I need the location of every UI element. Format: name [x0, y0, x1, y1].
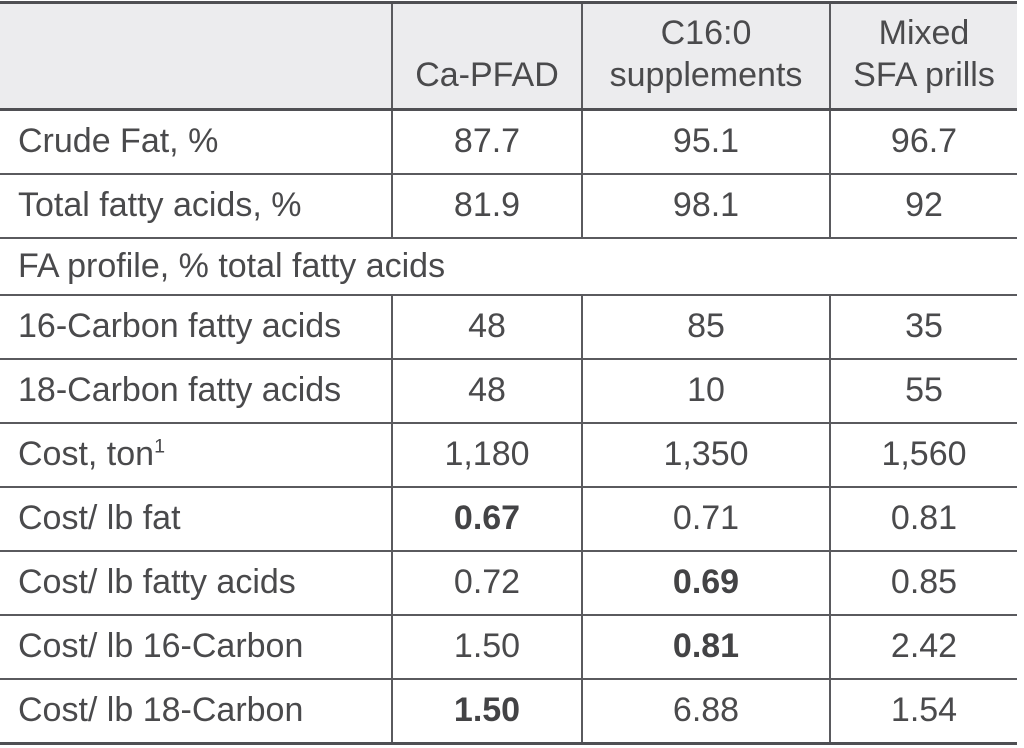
cell-value: 1.50 [391, 678, 582, 744]
section-label-fa-profile: FA profile, % total fatty acids [0, 237, 1017, 295]
row-label-crude-fat: Crude Fat, % [18, 122, 219, 161]
table-row: Cost, ton1 1,180 1,350 1,560 [0, 422, 1017, 487]
column-header-mixed-sfa-prills: Mixed SFA prills [829, 2, 1017, 111]
row-label-cost-lb-18-carbon: Cost/ lb 18-Carbon [0, 678, 392, 744]
row-label-16-carbon: 16-Carbon fatty acids [0, 294, 392, 359]
cell-value: 0.72 [391, 550, 582, 615]
table-section-row: FA profile, % total fatty acids [0, 237, 1017, 295]
cell-value: 1,350 [581, 422, 830, 487]
cell-value: 6.88 [581, 678, 830, 744]
cell-value: 1.54 [829, 678, 1017, 744]
table-body: Crude Fat, % 87.7 95.1 96.7 Total fatty … [0, 109, 1017, 744]
row-label-total-fatty-acids: Total fatty acids, % [0, 173, 392, 238]
cell-value: 0.71 [581, 486, 830, 551]
cell-value: 0.81 [829, 486, 1017, 551]
cell-value: 2.42 [829, 614, 1017, 679]
row-label-cost-lb-fat: Cost/ lb fat [0, 486, 392, 551]
cell-value: 1.50 [391, 614, 582, 679]
cell-value: 1,560 [829, 422, 1017, 487]
cell-value: 98.1 [581, 173, 830, 238]
row-label-18-carbon: 18-Carbon fatty acids [0, 358, 392, 423]
cell-value: 87.7 [391, 109, 582, 174]
cell-value: 48 [391, 358, 582, 423]
column-header-c16-supplements: C16:0 supplements [581, 2, 830, 111]
header-row: Ca-PFAD C16:0 supplements Mixed SFA pril… [0, 2, 1017, 111]
table-row: Cost/ lb 16-Carbon 1.50 0.81 2.42 [0, 614, 1017, 679]
table-row: Crude Fat, % 87.7 95.1 96.7 [0, 109, 1017, 174]
table-row: Total fatty acids, % 81.9 98.1 92 [0, 173, 1017, 238]
column-header-ca-pfad: Ca-PFAD [391, 2, 582, 111]
row-label-cost-lb-fatty-acids: Cost/ lb fatty acids [0, 550, 392, 615]
cell-value: 35 [829, 294, 1017, 359]
cell-value: 0.85 [829, 550, 1017, 615]
row-label-cost-ton: Cost, ton1 [0, 422, 392, 487]
cell-value: 55 [829, 358, 1017, 423]
table-row: Cost/ lb fat 0.67 0.71 0.81 [0, 486, 1017, 551]
cell-value: 10 [581, 358, 830, 423]
cell-value: 81.9 [391, 173, 582, 238]
footnote-marker: 1 [154, 435, 166, 458]
column-header-blank [0, 2, 392, 111]
table-row: Cost/ lb 18-Carbon 1.50 6.88 1.54 [0, 678, 1017, 744]
cell-value: 96.7 [829, 109, 1017, 174]
cell-value: 0.69 [581, 550, 830, 615]
table-row: 18-Carbon fatty acids 48 10 55 [0, 358, 1017, 423]
cell-value: 48 [391, 294, 582, 359]
table-row: Cost/ lb fatty acids 0.72 0.69 0.85 [0, 550, 1017, 615]
cell-value: 0.67 [391, 486, 582, 551]
cell-value: 85 [581, 294, 830, 359]
cell-value: 95.1 [581, 109, 830, 174]
row-label-cost-lb-16-carbon: Cost/ lb 16-Carbon [0, 614, 392, 679]
cell-value: 0.81 [581, 614, 830, 679]
cell-value: 92 [829, 173, 1017, 238]
table-header: Ca-PFAD C16:0 supplements Mixed SFA pril… [0, 2, 1017, 111]
cell-value: 1,180 [391, 422, 582, 487]
row-label-text: Cost, ton [18, 435, 155, 474]
table-row: 16-Carbon fatty acids 48 85 35 [0, 294, 1017, 359]
